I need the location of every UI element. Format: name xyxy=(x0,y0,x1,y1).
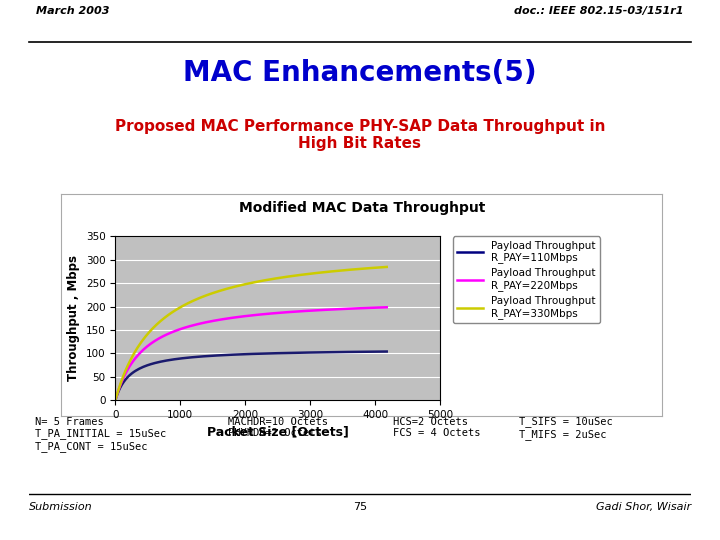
Text: T_SIFS = 10uSec
T_MIFS = 2uSec: T_SIFS = 10uSec T_MIFS = 2uSec xyxy=(519,416,613,440)
Text: 75: 75 xyxy=(353,502,367,512)
Text: Modified MAC Data Throughput: Modified MAC Data Throughput xyxy=(238,201,485,215)
Text: N= 5 Frames
T_PA_INITIAL = 15uSec
T_PA_CONT = 15uSec: N= 5 Frames T_PA_INITIAL = 15uSec T_PA_C… xyxy=(35,416,166,451)
Legend: Payload Throughput
R_PAY=110Mbps, Payload Throughput
R_PAY=220Mbps, Payload Thro: Payload Throughput R_PAY=110Mbps, Payloa… xyxy=(453,237,600,323)
Y-axis label: Throughput , Mbps: Throughput , Mbps xyxy=(67,255,81,381)
Text: MACHDR=10 Octets
PHYHDR=2 Octets: MACHDR=10 Octets PHYHDR=2 Octets xyxy=(228,416,328,438)
Text: HCS=2 Octets
FCS = 4 Octets: HCS=2 Octets FCS = 4 Octets xyxy=(393,416,481,438)
X-axis label: Packet Size [Octets]: Packet Size [Octets] xyxy=(207,426,348,438)
Text: March 2003: March 2003 xyxy=(36,6,109,17)
Text: MAC Enhancements(5): MAC Enhancements(5) xyxy=(183,59,537,87)
Text: Submission: Submission xyxy=(29,502,92,512)
Text: Proposed MAC Performance PHY-SAP Data Throughput in
High Bit Rates: Proposed MAC Performance PHY-SAP Data Th… xyxy=(114,119,606,151)
Text: Gadi Shor, Wisair: Gadi Shor, Wisair xyxy=(596,502,691,512)
Text: doc.: IEEE 802.15-03/151r1: doc.: IEEE 802.15-03/151r1 xyxy=(515,6,684,17)
